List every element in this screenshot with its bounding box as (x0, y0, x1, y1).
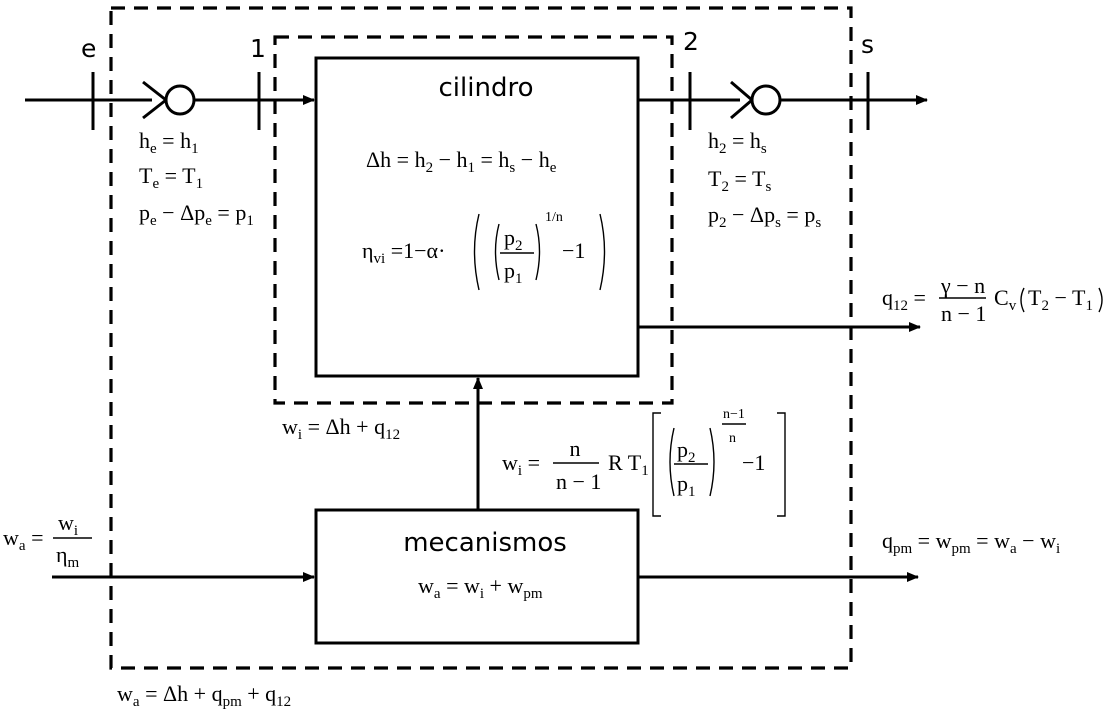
eq-he-h1: he = h1 (139, 128, 199, 157)
eq-wa-wi-wpm: wa = wi + wpm (418, 573, 543, 602)
cylinder-block (314, 56, 640, 378)
eq-wi-dh-q12: wi = Δh + q12 (282, 414, 400, 443)
eq-heat-q12: q12 = γ − n n − 1 Cv T2 − T1 (882, 273, 1103, 326)
eq-wa-total: wa = Δh + qpm + q12 (117, 681, 291, 710)
eq-polytropic-work: wi = n n − 1 R T1 p2 p1 n−1 n −1 (502, 407, 786, 517)
svg-text:γ − n: γ − n (940, 273, 985, 298)
svg-text:ηvi =1−α·: ηvi =1−α· (362, 238, 445, 267)
eq-Te-T1: Te = T1 (139, 163, 203, 192)
svg-text:p2: p2 (504, 225, 523, 254)
section-label-s: s (861, 30, 874, 59)
svg-text:Cv: Cv (994, 285, 1017, 314)
mechanisms-label: mecanismos (403, 528, 567, 558)
svg-text:n−1: n−1 (723, 407, 745, 422)
eq-T2-Ts: T2 = Ts (708, 166, 771, 195)
svg-text:wi =: wi = (502, 450, 540, 479)
svg-text:−1: −1 (742, 450, 765, 475)
eq-qpm-wpm: qpm = wpm = wa − wi (882, 528, 1060, 557)
eq-delta-h: Δh = h2 − h1 = hs − he (366, 147, 557, 176)
eq-pe-dpe-p1: pe − Δpe = p1 (139, 200, 254, 229)
svg-text:p1: p1 (504, 258, 523, 287)
outer-control-volume (109, 6, 853, 670)
svg-text:T2 − T1: T2 − T1 (1028, 285, 1093, 314)
svg-text:wi: wi (58, 510, 78, 539)
svg-text:q12 =: q12 = (882, 285, 926, 314)
eq-h2-hs: h2 = hs (708, 128, 767, 157)
eq-wa-wi-etam: wa = wi ηm (3, 510, 92, 571)
svg-text:wa =: wa = (3, 525, 43, 554)
svg-text:n: n (729, 431, 736, 446)
section-label-1: 1 (250, 34, 266, 63)
svg-text:p1: p1 (677, 471, 696, 500)
cylinder-label: cilindro (439, 73, 534, 103)
svg-text:ηm: ηm (56, 542, 80, 571)
eq-volumetric-efficiency: ηvi =1−α· p2 p1 1/n −1 (362, 210, 606, 291)
svg-text:−1: −1 (562, 238, 585, 263)
svg-text:n − 1: n − 1 (941, 301, 986, 326)
section-label-e: e (81, 34, 96, 63)
svg-text:p2: p2 (677, 437, 696, 466)
svg-text:n: n (570, 436, 581, 461)
cylinder-control-volume (273, 35, 674, 405)
svg-text:n − 1: n − 1 (556, 469, 601, 494)
svg-text:1/n: 1/n (545, 210, 563, 225)
eq-p2-dps-ps: p2 − Δps = ps (708, 202, 821, 231)
svg-text:R T1: R T1 (608, 450, 649, 479)
section-label-2: 2 (683, 27, 699, 56)
